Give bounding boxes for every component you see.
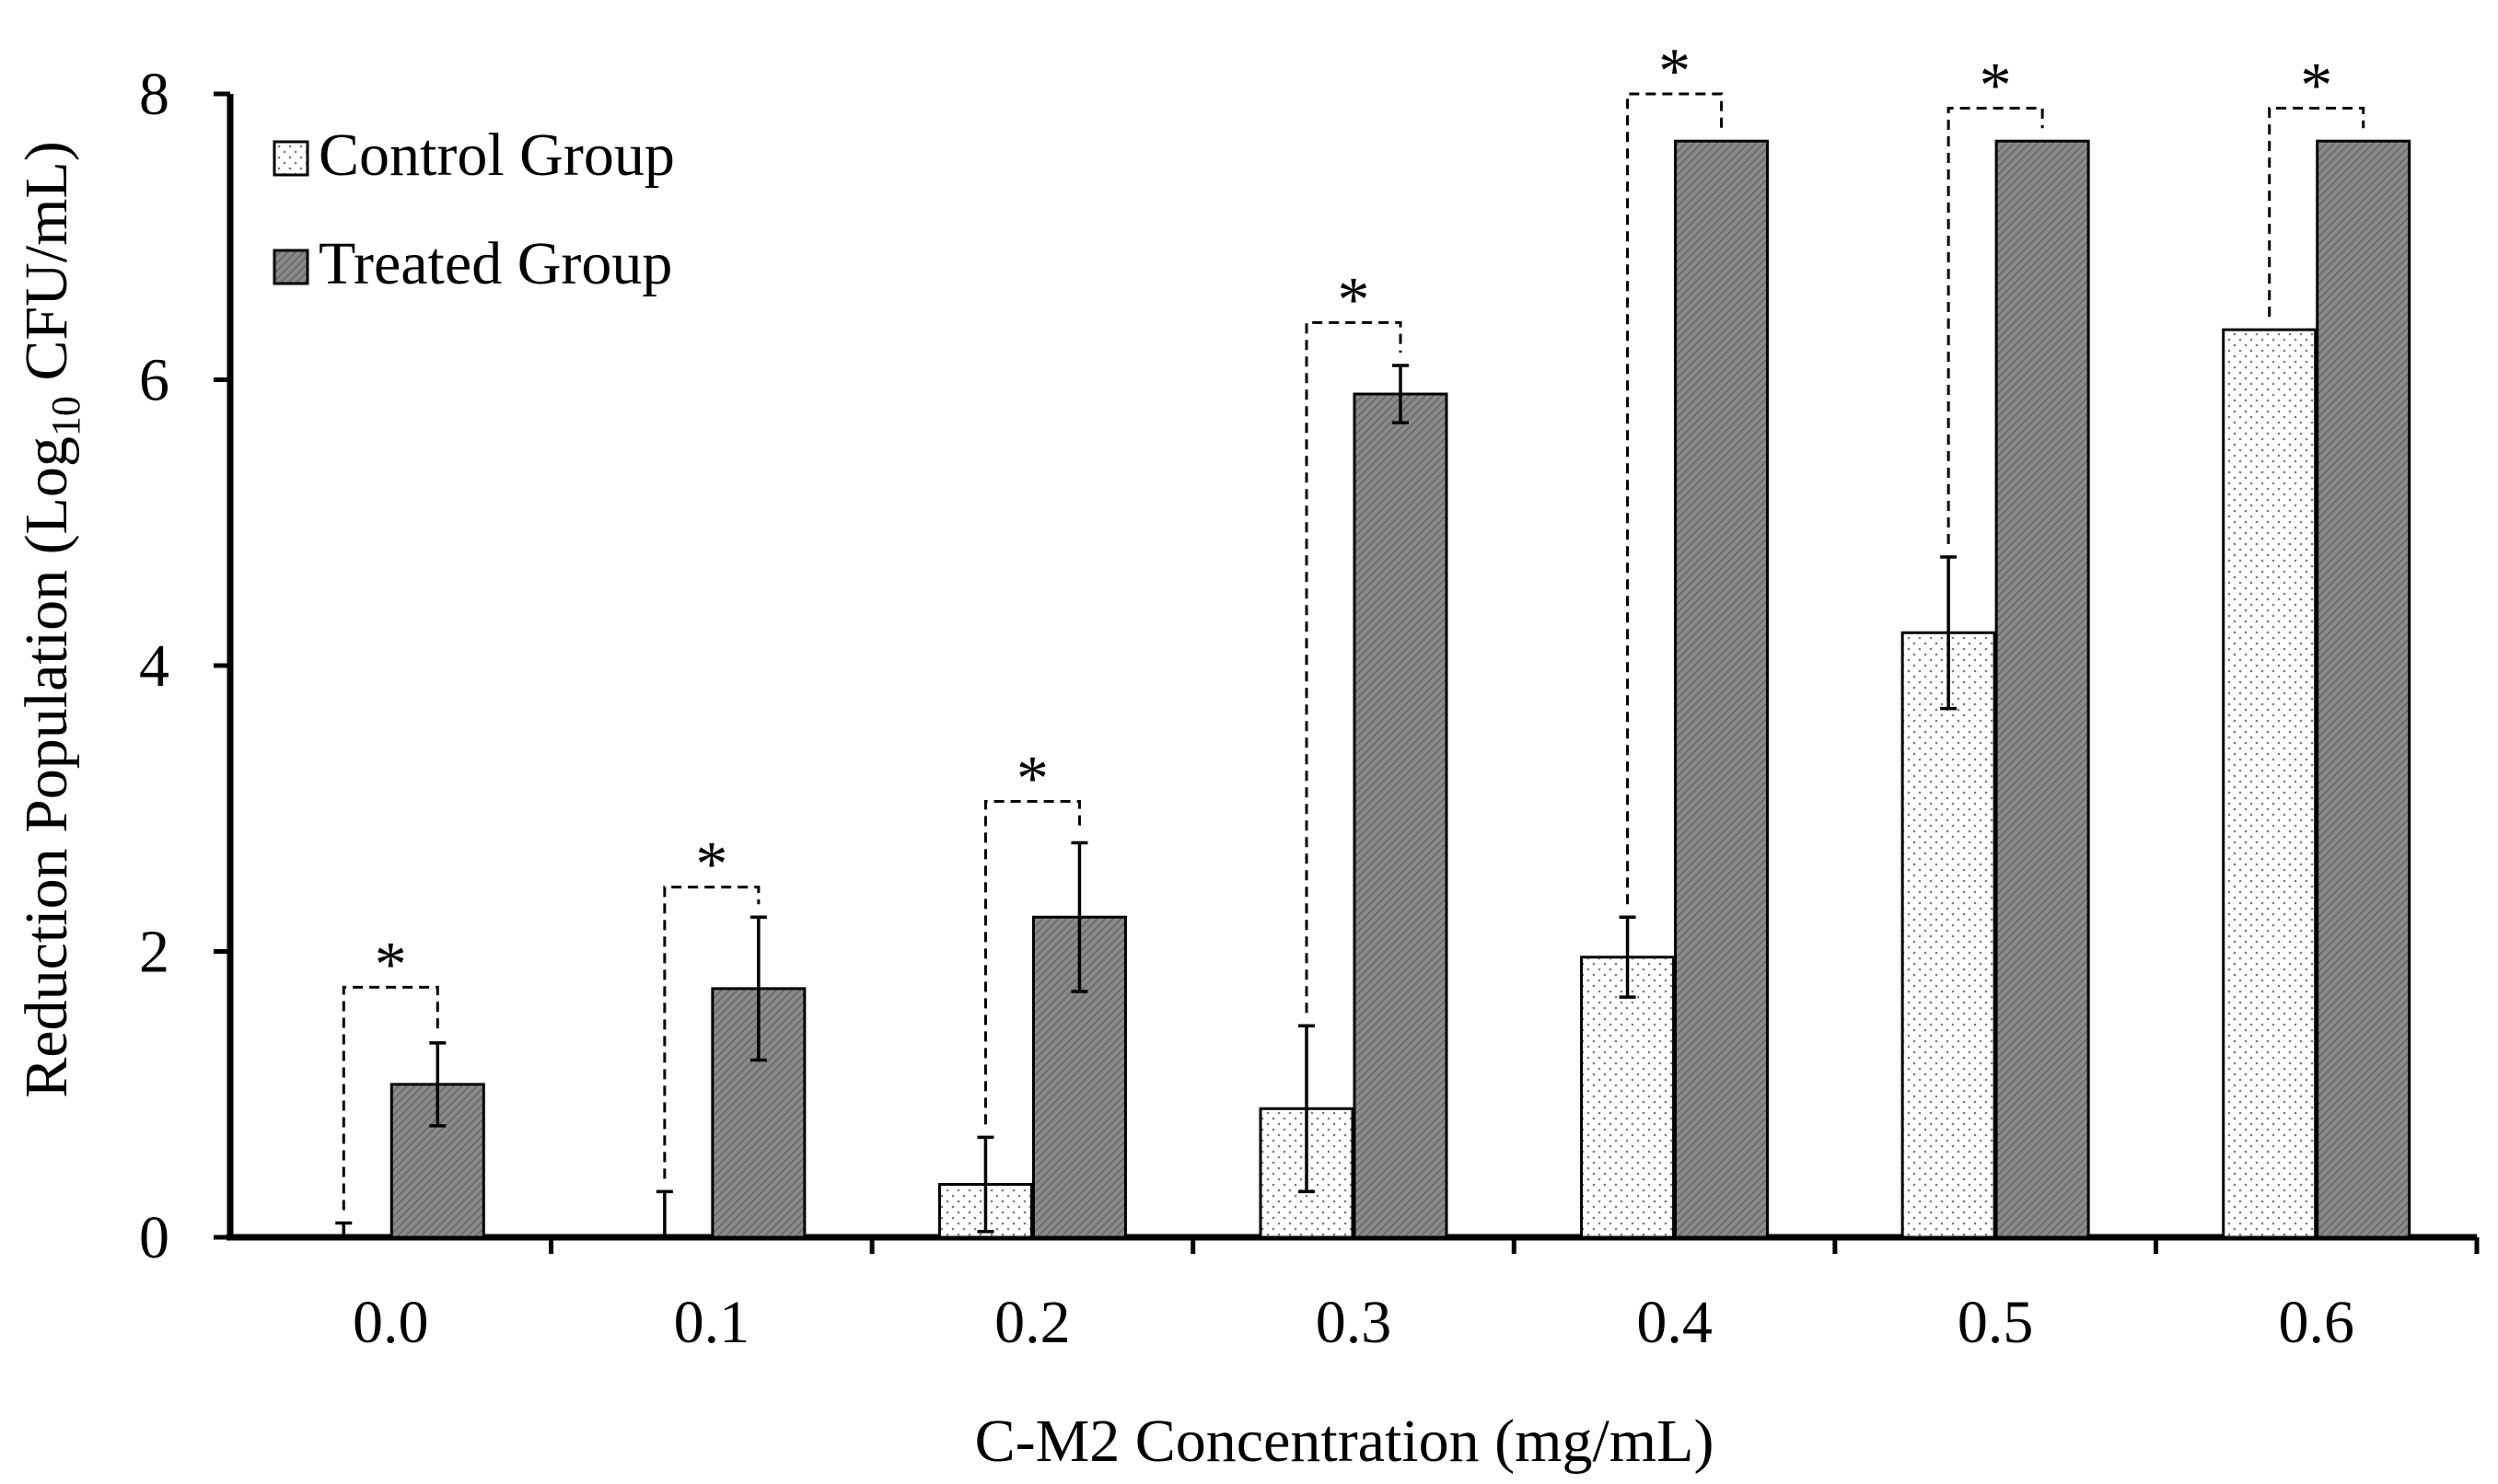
y-axis-label: Reduction Population (Log10 CFU/mL): [13, 141, 88, 1097]
y-tick-label-4: 8: [139, 61, 169, 128]
y-tick-label-2: 4: [139, 632, 169, 700]
legend-swatch-treated: [273, 249, 309, 285]
y-tick-label-3: 6: [139, 347, 169, 414]
significance-bracket-6: [2268, 107, 2365, 318]
significance-marker-3: *: [1338, 264, 1370, 335]
y-axis-label-prefix: Reduction Population (Log: [13, 436, 80, 1098]
control-bar-5: [1900, 631, 1996, 1239]
legend-label-control: Control Group: [319, 122, 675, 189]
y-axis-ticks: 0 2 4 6 8: [139, 61, 230, 1271]
significance-bracket-5: [1946, 107, 2044, 545]
legend: Control Group Treated Group: [273, 122, 675, 297]
significance-marker-5: *: [1980, 51, 2012, 122]
significance-bracket-1: [663, 886, 761, 1179]
significance-bracket-3: [1305, 320, 1402, 1014]
y-tick-label-0: 0: [139, 1204, 169, 1271]
x-tick-label-4: 0.4: [1636, 1289, 1713, 1356]
treated-bar-4: [1674, 139, 1770, 1239]
significance-bracket-2: [983, 799, 1081, 1125]
bars-layer: [389, 139, 2411, 1239]
significance-marker-2: *: [1017, 743, 1049, 814]
legend-swatch-control: [273, 140, 309, 177]
treated-bar-3: [1353, 392, 1448, 1239]
x-tick-label-2: 0.2: [994, 1289, 1071, 1356]
x-tick-label-0: 0.0: [353, 1289, 429, 1356]
x-tick-label-1: 0.1: [674, 1289, 750, 1356]
treated-bar-6: [2316, 139, 2411, 1239]
x-tick-label-6: 0.6: [2278, 1289, 2354, 1356]
control-bar-4: [1580, 956, 1676, 1239]
y-axis-label-subscript: 10: [43, 396, 88, 436]
y-axis-label-suffix: CFU/mL): [13, 141, 80, 396]
significance-marker-6: *: [2300, 51, 2332, 122]
significance-marker-1: *: [695, 829, 727, 900]
significance-layer: * * * * * * *: [342, 36, 2365, 1211]
treated-bar-0: [389, 1083, 485, 1239]
legend-label-treated: Treated Group: [319, 230, 672, 297]
significance-marker-4: *: [1658, 36, 1691, 107]
treated-bar-5: [1994, 139, 2090, 1239]
x-axis-label: C-M2 Concentration (mg/mL): [975, 1408, 1714, 1475]
y-tick-label-1: 2: [139, 919, 169, 986]
significance-bracket-0: [342, 985, 439, 1211]
error-bars-layer: [335, 364, 1958, 1239]
x-axis-ticks: 0.0 0.1 0.2 0.3 0.4 0.5 0.6: [353, 1237, 2480, 1356]
control-bar-6: [2222, 328, 2318, 1239]
x-tick-label-3: 0.3: [1316, 1289, 1392, 1356]
x-tick-label-5: 0.5: [1958, 1289, 2034, 1356]
significance-bracket-4: [1626, 92, 1724, 905]
significance-marker-0: *: [375, 929, 407, 1000]
